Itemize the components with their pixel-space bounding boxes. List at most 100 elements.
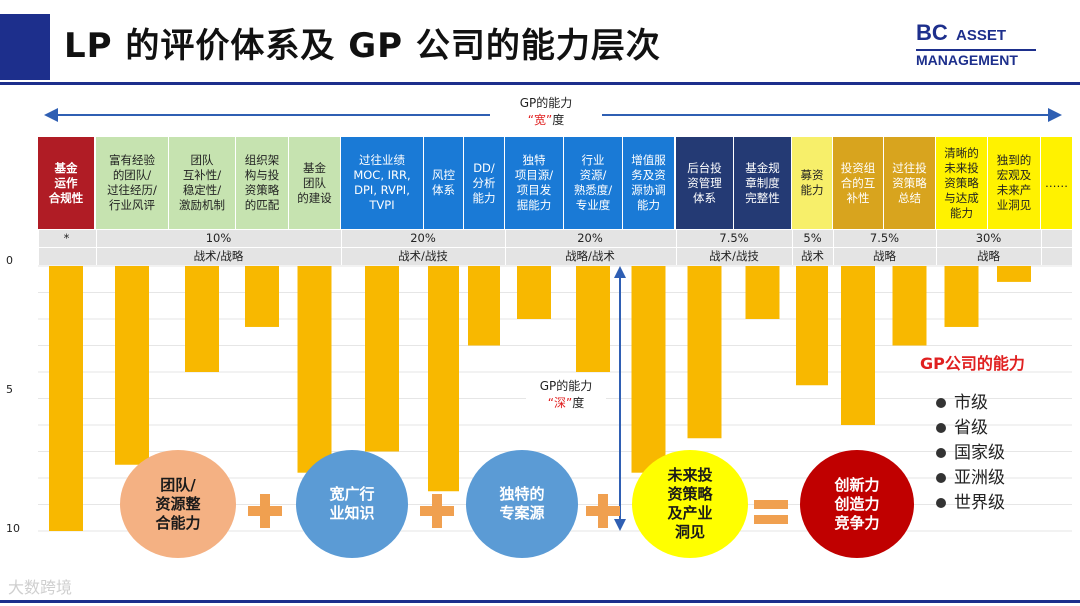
depth-quote-close: ” (566, 396, 573, 410)
category-cell: 独到的 宏观及 未来产 业洞见 (988, 137, 1040, 229)
legend-title: GP公司的能力 (920, 354, 1025, 373)
equals-icon (754, 498, 788, 528)
category-cell: 过往投 资策略 总结 (884, 137, 935, 229)
circle-label: 独特的 专案源 (499, 485, 545, 522)
bullet-icon (936, 498, 946, 508)
legend-item: 国家级 (936, 438, 1005, 463)
footer-divider (0, 600, 1080, 603)
chart-bar (745, 266, 780, 319)
legend-item: 亚洲级 (936, 463, 1005, 488)
chart-bar (631, 266, 666, 473)
industry-knowledge-circle: 宽广行 业知识 (296, 450, 408, 558)
chart-bar (841, 266, 875, 425)
chart-bar (892, 266, 927, 346)
chart-bar (796, 266, 828, 386)
legend-item: 市级 (936, 388, 988, 413)
weight-cell: 10% (96, 230, 340, 247)
category-cell: …… (1041, 137, 1072, 229)
width-axis-subtitle: “宽”度 (490, 112, 602, 129)
chart-bar (245, 266, 279, 327)
legend-item: 省级 (936, 413, 988, 438)
category-cell: 基金 团队 的建设 (289, 137, 340, 229)
chart-bar (468, 266, 500, 346)
depth-highlight: 深 (553, 396, 566, 410)
arrow-left-icon (44, 108, 58, 122)
watermark: 大数跨境 (8, 578, 73, 597)
type-cell: 战术/战略 (96, 248, 340, 265)
width-axis-title: GP的能力 (519, 96, 573, 110)
header-accent-bar (0, 14, 50, 80)
legend-item-label: 亚洲级 (954, 468, 1005, 488)
circle-label: 宽广行 业知识 (329, 485, 375, 522)
bullet-icon (936, 448, 946, 458)
chart-bar (297, 266, 332, 473)
category-cell: 募资 能力 (792, 137, 832, 229)
width-axis-label: GP的能力 “宽”度 (490, 92, 602, 134)
type-cell: 战术 (792, 248, 832, 265)
type-cell: 战略 (833, 248, 935, 265)
legend-item-label: 省级 (954, 418, 988, 438)
chart-bar (944, 266, 979, 327)
type-cell (38, 248, 94, 265)
weight-row: * 10% 20% 20% 7.5% 5% 7.5% 30% (38, 230, 1072, 247)
category-cell: 基金 运作 合规性 (38, 137, 94, 229)
weight-cell (1041, 230, 1072, 247)
y-tick-label-0: 0 (6, 254, 13, 267)
chart-bar (49, 266, 83, 531)
category-cell: 组织架 构与投 资策略 的匹配 (236, 137, 288, 229)
y-tick-label-5: 5 (6, 383, 13, 396)
width-suffix: 度 (552, 113, 565, 127)
chart-bar (517, 266, 551, 319)
circle-label: 创新力 创造力 竞争力 (834, 475, 880, 532)
depth-quote-open: “ (547, 396, 554, 410)
bullet-icon (936, 423, 946, 433)
width-quote-close: ” (546, 113, 553, 127)
deal-source-circle: 独特的 专案源 (466, 450, 578, 558)
chart-bar (365, 266, 399, 452)
category-cell: 行业 资源/熟悉度/专业度 (564, 137, 622, 229)
weight-cell: 30% (936, 230, 1040, 247)
logo-bc-text: BC (916, 20, 948, 45)
category-cell: 基金规 章制度 完整性 (734, 137, 791, 229)
category-cell: 清晰的 未来投 资策略 与达成 能力 (936, 137, 987, 229)
bullet-icon (936, 473, 946, 483)
type-row: 战术/战略 战术/战技 战略/战术 战术/战技 战术 战略 战略 (38, 248, 1072, 265)
y-tick-label-10: 10 (6, 522, 20, 535)
weight-cell: 5% (792, 230, 832, 247)
page-title: LP 的评价体系及 GP 公司的能力层次 (64, 26, 661, 66)
header-divider (0, 82, 1080, 85)
bullet-icon (936, 398, 946, 408)
category-cell: 风控 体系 (424, 137, 463, 229)
chart-bar (687, 266, 722, 439)
type-cell (1041, 248, 1072, 265)
weight-cell: 7.5% (833, 230, 935, 247)
legend-item-label: 世界级 (954, 493, 1005, 513)
plus-icon (248, 494, 282, 528)
type-cell: 战略/战术 (505, 248, 674, 265)
category-cell: 富有经验 的团队/过往经历/行业风评 (96, 137, 168, 229)
category-cell: 团队 互补性/稳定性/激励机制 (169, 137, 235, 229)
weight-cell: * (38, 230, 94, 247)
width-quote-open: “ (527, 113, 534, 127)
plus-icon (420, 494, 454, 528)
category-cell: 增值服 务及资 源协调 能力 (623, 137, 674, 229)
depth-axis-label: GP的能力 “深”度 (526, 378, 606, 418)
width-highlight: 宽 (533, 113, 546, 127)
type-cell: 战术/战技 (341, 248, 504, 265)
chart-bar (576, 266, 610, 372)
type-cell: 战术/战技 (676, 248, 791, 265)
circle-label: 团队/资源整 合能力 (155, 475, 201, 532)
circle-label: 未来投 资策略 及产业 洞见 (667, 466, 713, 541)
team-resource-circle: 团队/资源整 合能力 (120, 450, 236, 558)
legend-item-label: 市级 (954, 393, 988, 413)
category-cell: 独特 项目源/项目发 掘能力 (505, 137, 563, 229)
weight-cell: 7.5% (676, 230, 791, 247)
chart-bar (997, 266, 1031, 282)
logo-asset-text: ASSET (956, 27, 1007, 44)
innovation-circle: 创新力 创造力 竞争力 (800, 450, 914, 558)
future-strategy-circle: 未来投 资策略 及产业 洞见 (632, 450, 748, 558)
legend-item-label: 国家级 (954, 443, 1005, 463)
depth-axis-subtitle: “深”度 (526, 395, 606, 412)
chart-bar (185, 266, 219, 372)
